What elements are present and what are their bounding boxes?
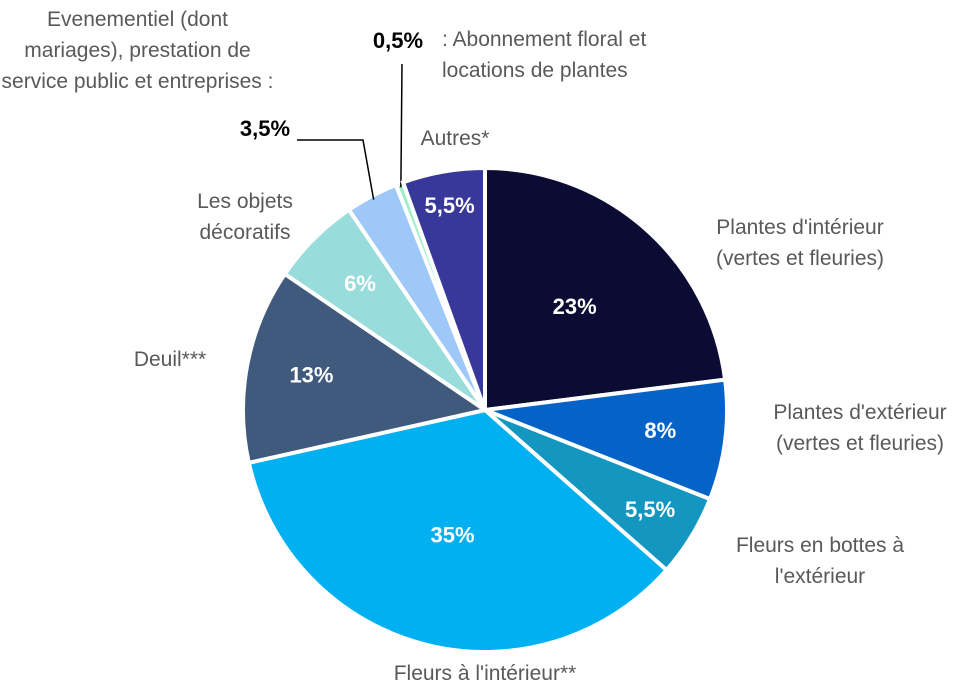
category-label: Fleurs à l'intérieur** xyxy=(393,662,577,685)
value-label: 13% xyxy=(289,363,333,388)
value-label: 6% xyxy=(344,271,376,296)
pie-slice xyxy=(241,271,490,466)
value-label: 3,5% xyxy=(240,116,290,141)
category-label: Deuil*** xyxy=(133,348,207,371)
category-label: Autres* xyxy=(420,127,490,150)
pie-slice xyxy=(400,165,487,411)
pie-slice xyxy=(483,165,728,413)
value-label: 5,5% xyxy=(425,193,475,218)
value-label: 35% xyxy=(430,522,474,547)
category-label: : Abonnement floral et locations de plan… xyxy=(442,28,647,82)
value-label: 23% xyxy=(553,294,597,319)
category-label: Plantes d'extérieur (vertes et fleuries) xyxy=(773,401,947,455)
category-label: Fleurs en bottes à l'extérieur xyxy=(735,534,905,588)
category-label: Les objets décoratifs xyxy=(197,190,293,244)
leader-line xyxy=(400,63,403,188)
category-label: Evenementiel (dont mariages), prestation… xyxy=(1,8,274,93)
pie-slice xyxy=(246,407,670,654)
pie-slice xyxy=(484,377,729,502)
leader-line xyxy=(297,139,375,200)
category-label: Plantes d'intérieur (vertes et fleuries) xyxy=(715,216,885,270)
value-label: 5,5% xyxy=(625,497,675,522)
value-label: 0,5% xyxy=(373,28,423,53)
value-label: 8% xyxy=(644,418,676,443)
